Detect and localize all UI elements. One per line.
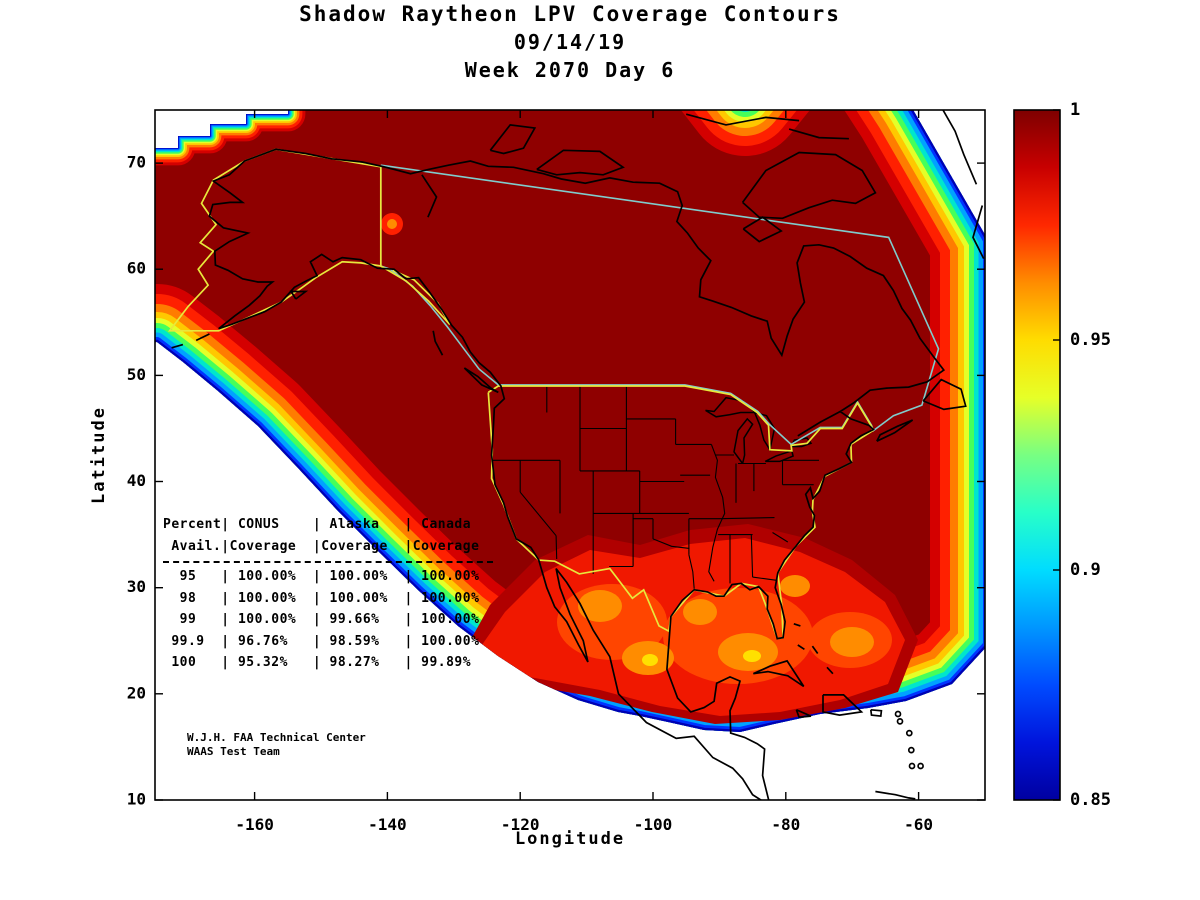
low-availability-patch: [743, 650, 761, 662]
contour-band: [155, 110, 303, 163]
low-availability-patch: [578, 590, 622, 622]
credit-line1: W.J.H. FAA Technical Center: [187, 731, 366, 744]
colorbar: 1 0.95 0.9 0.85: [1013, 100, 1111, 810]
coverage-table-header-line: Percent| CONUS | Alaska | Canada: [163, 517, 472, 532]
x-tick-label: -80: [771, 815, 800, 834]
colorbar-tick-label: 0.9: [1070, 560, 1101, 580]
y-tick-label: 60: [127, 259, 146, 278]
title-week-day: Week 2070 Day 6: [464, 58, 676, 82]
contour-band: [155, 110, 289, 149]
y-tick-label: 30: [127, 577, 146, 596]
y-tick-label: 40: [127, 471, 146, 490]
credit-line2: WAAS Test Team: [187, 745, 280, 758]
low-availability-patch: [683, 599, 717, 625]
coverage-contours: [155, 110, 985, 800]
conus-alaska-region-boundary: [167, 148, 874, 640]
colorbar-tick-label: 0.85: [1070, 790, 1111, 810]
axis-ticks: [155, 110, 985, 801]
low-availability-patch: [642, 654, 658, 666]
colorbar-tick-label: 0.95: [1070, 330, 1111, 350]
table-header-rule: [163, 561, 493, 563]
coverage-table-row: 95 | 100.00% | 100.00% | 100.00%: [163, 569, 480, 584]
coverage-table-row: 100 | 95.32% | 98.27% | 99.89%: [163, 655, 472, 670]
title-date: 09/14/19: [513, 30, 627, 54]
y-axis-label: Latitude: [89, 406, 109, 504]
y-tick-label: 10: [127, 790, 146, 809]
contour-band: [155, 110, 985, 732]
coverage-table-row: 99.9 | 96.76% | 98.59% | 100.00%: [163, 633, 480, 649]
x-tick-label: -120: [501, 815, 540, 834]
credit-text: W.J.H. FAA Technical Center WAAS Test Te…: [187, 731, 366, 759]
coverage-table: Percent| CONUS | Alaska | Canada Avail.|…: [163, 514, 493, 674]
coastlines: [171, 110, 985, 800]
y-tick-label: 20: [127, 683, 146, 702]
x-axis-label: Longitude: [514, 829, 626, 849]
x-tick-label: -60: [904, 815, 933, 834]
x-tick-label: -100: [634, 815, 673, 834]
colorbar-gradient: [1014, 110, 1060, 800]
coverage-table-row: 99 | 100.00% | 99.66% | 100.00%: [163, 612, 480, 627]
colorbar-frame: [1013, 109, 1061, 801]
plot-frame: [154, 109, 986, 801]
y-tick-label: 50: [127, 365, 146, 384]
coverage-table-header-line: Avail.|Coverage |Coverage |Coverage: [163, 538, 480, 554]
x-tick-label: -160: [235, 815, 274, 834]
page-title: Shadow Raytheon LPV Coverage Contours: [299, 2, 841, 26]
y-tick-label: 70: [127, 153, 146, 172]
x-tick-label: -140: [368, 815, 407, 834]
us-state-borders: [492, 386, 819, 589]
low-availability-patch: [830, 627, 874, 657]
canada-region-boundary: [380, 164, 940, 446]
low-availability-patch: [780, 575, 810, 597]
coverage-table-row: 98 | 100.00% | 100.00% | 100.00%: [163, 590, 480, 606]
low-availability-patch: [387, 219, 397, 229]
colorbar-tick-label: 1: [1070, 100, 1080, 120]
